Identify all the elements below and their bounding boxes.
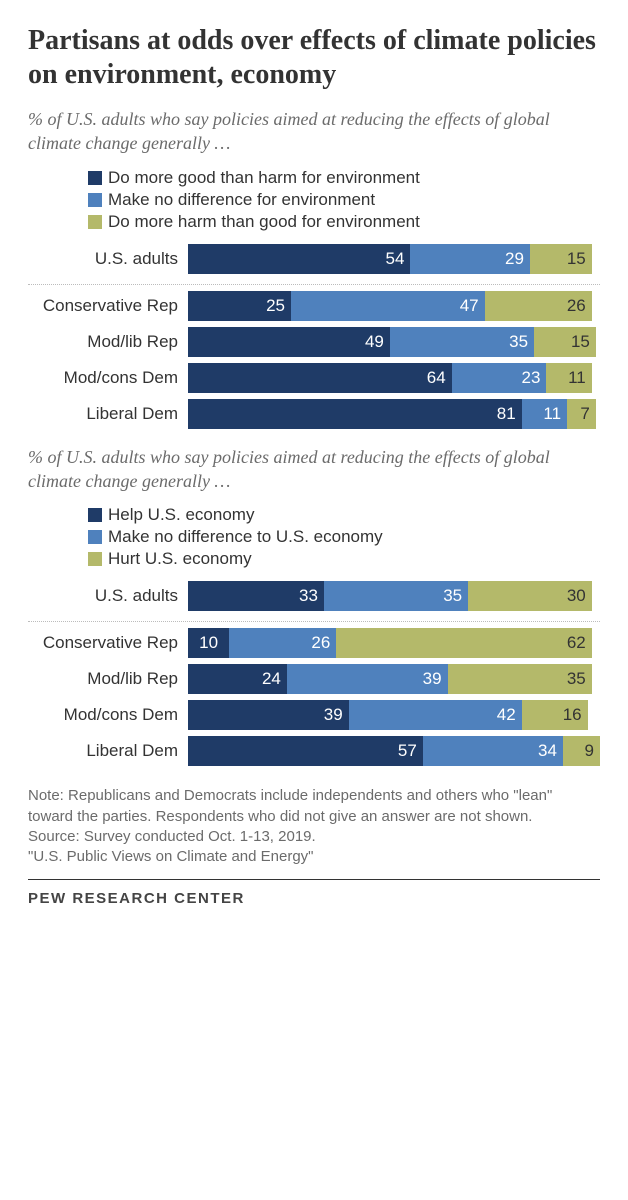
- legend-label: Hurt U.S. economy: [108, 549, 252, 569]
- row-group: U.S. adults333530: [28, 581, 600, 621]
- bar-segment: 47: [291, 291, 485, 321]
- bar-track: 493515: [188, 327, 600, 357]
- bar-row: Liberal Dem57349: [28, 736, 600, 766]
- legend-label: Do more good than harm for environment: [108, 168, 420, 188]
- chart-report: "U.S. Public Views on Climate and Energy…: [28, 847, 600, 867]
- bar-track: 102662: [188, 628, 600, 658]
- bar-track: 243935: [188, 664, 600, 694]
- bar-row: Conservative Rep254726: [28, 291, 600, 321]
- legend-swatch: [88, 530, 102, 544]
- bar-segment: 54: [188, 244, 410, 274]
- row-label: Liberal Dem: [28, 741, 188, 761]
- bar-segment: 23: [452, 363, 547, 393]
- row-label: U.S. adults: [28, 586, 188, 606]
- bar-segment: 39: [287, 664, 448, 694]
- chart-section: % of U.S. adults who say policies aimed …: [28, 445, 600, 777]
- bar-row: Mod/lib Rep493515: [28, 327, 600, 357]
- bar-row: U.S. adults333530: [28, 581, 600, 611]
- bar-row: U.S. adults542915: [28, 244, 600, 274]
- bar-segment: 26: [229, 628, 336, 658]
- bar-segment: 24: [188, 664, 287, 694]
- row-label: Mod/lib Rep: [28, 669, 188, 689]
- bar-segment: 33: [188, 581, 324, 611]
- row-label: U.S. adults: [28, 249, 188, 269]
- legend-item: Hurt U.S. economy: [88, 549, 600, 569]
- bar-segment: 34: [423, 736, 563, 766]
- bar-segment: 49: [188, 327, 390, 357]
- legend-swatch: [88, 193, 102, 207]
- bar-segment: 81: [188, 399, 522, 429]
- row-group: Conservative Rep254726Mod/lib Rep493515M…: [28, 284, 600, 439]
- bar-segment: 25: [188, 291, 291, 321]
- legend-label: Help U.S. economy: [108, 505, 254, 525]
- row-label: Conservative Rep: [28, 296, 188, 316]
- legend-label: Make no difference for environment: [108, 190, 375, 210]
- bar-segment: 35: [448, 664, 592, 694]
- row-group: U.S. adults542915: [28, 244, 600, 284]
- bar-segment: 11: [522, 399, 567, 429]
- bar-segment: 64: [188, 363, 452, 393]
- section-subtitle: % of U.S. adults who say policies aimed …: [28, 445, 600, 494]
- bar-segment: 35: [390, 327, 534, 357]
- chart-title: Partisans at odds over effects of climat…: [28, 24, 600, 91]
- row-label: Conservative Rep: [28, 633, 188, 653]
- bar-row: Mod/lib Rep243935: [28, 664, 600, 694]
- chart-body: % of U.S. adults who say policies aimed …: [28, 107, 600, 776]
- legend: Do more good than harm for environmentMa…: [28, 168, 600, 232]
- bar-row: Conservative Rep102662: [28, 628, 600, 658]
- bar-segment: 10: [188, 628, 229, 658]
- bar-segment: 39: [188, 700, 349, 730]
- legend-swatch: [88, 508, 102, 522]
- bar-segment: 30: [468, 581, 592, 611]
- bar-segment: 62: [336, 628, 591, 658]
- row-label: Mod/cons Dem: [28, 368, 188, 388]
- bar-row: Mod/cons Dem642311: [28, 363, 600, 393]
- row-label: Liberal Dem: [28, 404, 188, 424]
- bar-track: 542915: [188, 244, 600, 274]
- bar-track: 57349: [188, 736, 600, 766]
- brand-label: PEW RESEARCH CENTER: [28, 890, 600, 907]
- legend-item: Help U.S. economy: [88, 505, 600, 525]
- section-subtitle: % of U.S. adults who say policies aimed …: [28, 107, 600, 156]
- chart-section: % of U.S. adults who say policies aimed …: [28, 107, 600, 439]
- legend: Help U.S. economyMake no difference to U…: [28, 505, 600, 569]
- chart-source: Source: Survey conducted Oct. 1-13, 2019…: [28, 827, 600, 847]
- legend-swatch: [88, 552, 102, 566]
- bar-track: 394216: [188, 700, 600, 730]
- legend-label: Do more harm than good for environment: [108, 212, 420, 232]
- bar-row: Liberal Dem81117: [28, 399, 600, 429]
- bar-track: 333530: [188, 581, 600, 611]
- bar-track: 642311: [188, 363, 600, 393]
- bar-segment: 16: [522, 700, 588, 730]
- row-label: Mod/lib Rep: [28, 332, 188, 352]
- legend-item: Do more good than harm for environment: [88, 168, 600, 188]
- legend-label: Make no difference to U.S. economy: [108, 527, 383, 547]
- legend-item: Make no difference for environment: [88, 190, 600, 210]
- bar-segment: 15: [530, 244, 592, 274]
- footer-divider: PEW RESEARCH CENTER: [28, 879, 600, 907]
- bar-segment: 42: [349, 700, 522, 730]
- chart-note: Note: Republicans and Democrats include …: [28, 786, 600, 827]
- row-label: Mod/cons Dem: [28, 705, 188, 725]
- bar-segment: 57: [188, 736, 423, 766]
- bar-segment: 35: [324, 581, 468, 611]
- legend-item: Do more harm than good for environment: [88, 212, 600, 232]
- legend-swatch: [88, 171, 102, 185]
- bar-track: 81117: [188, 399, 600, 429]
- bar-segment: 11: [546, 363, 591, 393]
- bar-track: 254726: [188, 291, 600, 321]
- bar-segment: 7: [567, 399, 596, 429]
- legend-item: Make no difference to U.S. economy: [88, 527, 600, 547]
- bar-segment: 9: [563, 736, 600, 766]
- bar-segment: 15: [534, 327, 596, 357]
- legend-swatch: [88, 215, 102, 229]
- bar-segment: 26: [485, 291, 592, 321]
- bar-row: Mod/cons Dem394216: [28, 700, 600, 730]
- row-group: Conservative Rep102662Mod/lib Rep243935M…: [28, 621, 600, 776]
- bar-segment: 29: [410, 244, 529, 274]
